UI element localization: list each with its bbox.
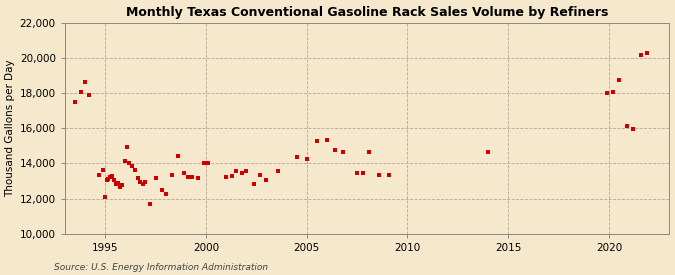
Point	[301, 157, 312, 161]
Point	[227, 174, 238, 178]
Point	[186, 174, 197, 179]
Point	[321, 138, 332, 142]
Point	[76, 90, 86, 94]
Point	[364, 150, 375, 154]
Point	[273, 169, 284, 174]
Point	[291, 155, 302, 160]
Point	[384, 173, 395, 177]
Point	[111, 182, 122, 186]
Point	[329, 148, 340, 152]
Point	[140, 180, 151, 184]
Point	[231, 169, 242, 174]
Point	[608, 90, 618, 94]
Point	[483, 150, 493, 154]
Point	[94, 173, 105, 177]
Point	[202, 160, 213, 165]
Point	[120, 159, 131, 163]
Point	[138, 182, 149, 186]
Point	[241, 169, 252, 174]
Point	[192, 176, 203, 181]
Point	[124, 160, 135, 165]
Point	[150, 175, 161, 180]
Point	[107, 174, 117, 178]
Point	[98, 168, 109, 173]
Point	[311, 139, 322, 144]
Point	[160, 192, 171, 196]
Point	[166, 173, 177, 177]
Point	[249, 182, 260, 186]
Point	[622, 123, 632, 128]
Point	[133, 176, 144, 181]
Point	[113, 181, 124, 185]
Point	[80, 79, 90, 84]
Point	[135, 180, 146, 184]
Point	[70, 100, 80, 104]
Point	[338, 150, 348, 154]
Point	[115, 185, 126, 189]
Title: Monthly Texas Conventional Gasoline Rack Sales Volume by Refiners: Monthly Texas Conventional Gasoline Rack…	[126, 6, 608, 18]
Point	[601, 91, 612, 95]
Point	[261, 178, 272, 182]
Point	[237, 171, 248, 175]
Point	[178, 171, 189, 175]
Text: Source: U.S. Energy Information Administration: Source: U.S. Energy Information Administ…	[54, 263, 268, 272]
Point	[172, 153, 183, 158]
Point	[182, 174, 193, 179]
Point	[352, 171, 362, 175]
Y-axis label: Thousand Gallons per Day: Thousand Gallons per Day	[5, 59, 16, 197]
Point	[103, 177, 113, 182]
Point	[614, 78, 624, 82]
Point	[117, 183, 128, 188]
Point	[144, 202, 155, 206]
Point	[156, 188, 167, 192]
Point	[628, 127, 639, 131]
Point	[374, 173, 385, 177]
Point	[130, 167, 141, 172]
Point	[109, 178, 119, 182]
Point	[358, 171, 369, 175]
Point	[642, 51, 653, 56]
Point	[105, 174, 115, 179]
Point	[100, 195, 111, 199]
Point	[127, 164, 138, 168]
Point	[84, 92, 95, 97]
Point	[636, 53, 647, 57]
Point	[122, 144, 133, 149]
Point	[198, 160, 209, 165]
Point	[102, 178, 113, 182]
Point	[255, 173, 266, 177]
Point	[221, 174, 232, 179]
